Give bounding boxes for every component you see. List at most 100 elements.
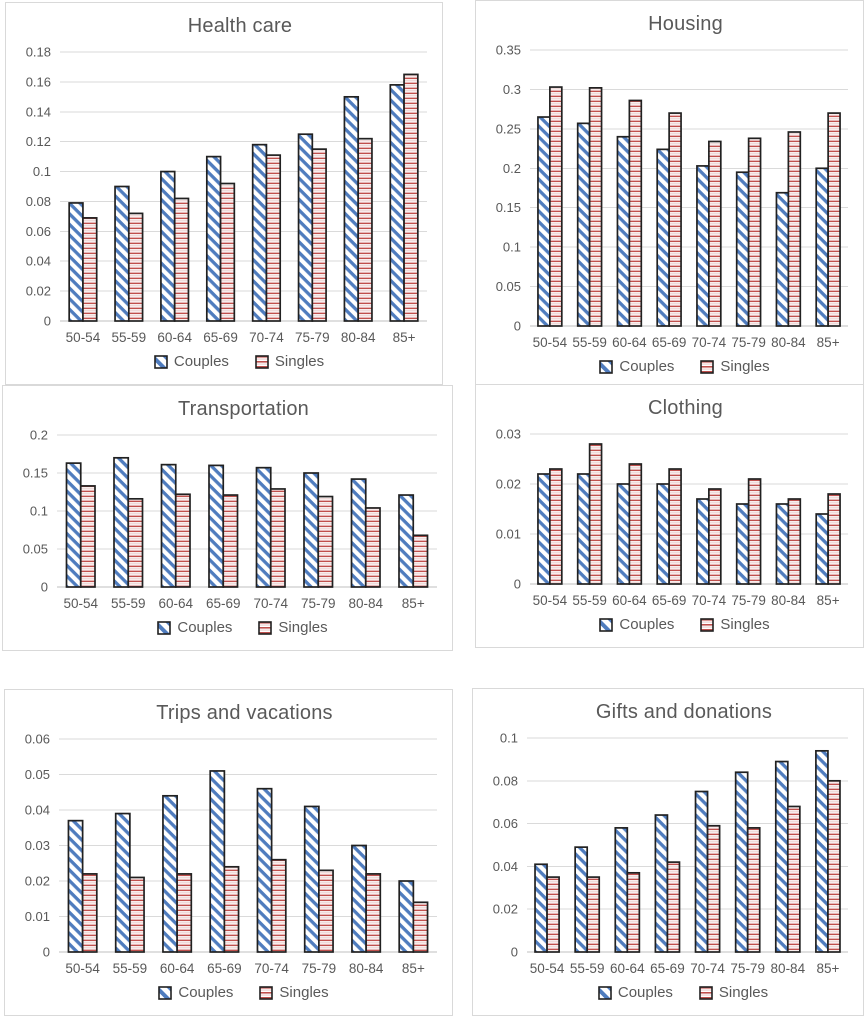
y-axis-label: 0 <box>511 945 518 960</box>
bar-couples <box>734 771 749 953</box>
bar-couples <box>654 814 669 953</box>
y-axis-label: 0.2 <box>30 428 48 443</box>
x-axis-label: 55-59 <box>572 593 607 608</box>
x-axis-label: 60-64 <box>612 335 647 350</box>
legend-item-singles: Singles <box>700 358 770 375</box>
x-axis-label: 50-54 <box>530 961 565 976</box>
x-axis-label: 65-69 <box>652 593 687 608</box>
legend-item-couples: Couples <box>599 358 674 375</box>
bar-singles <box>365 873 382 953</box>
bar-singles <box>708 140 722 327</box>
bar-couples <box>114 185 130 322</box>
legend-item-couples: Couples <box>599 616 674 633</box>
y-axis-label: 0.02 <box>26 284 51 299</box>
x-axis-label: 55-59 <box>113 961 148 976</box>
bar-singles <box>628 463 643 585</box>
couples-hatch-swatch-icon <box>154 354 168 369</box>
y-axis-label: 0.14 <box>26 104 51 119</box>
bar-couples <box>160 463 177 588</box>
bar-singles <box>269 488 286 588</box>
bar-couples <box>775 503 790 585</box>
x-axis-label: 85+ <box>402 961 425 976</box>
legend-label-singles: Singles <box>720 358 770 375</box>
singles-hatch-swatch-icon <box>700 617 715 632</box>
couples-hatch-swatch-icon <box>599 617 614 632</box>
x-axis-label: 80-84 <box>341 330 376 345</box>
chart-panel-trips-vacations: Trips and vacations 0 0.01 0.02 0.03 0.04 0.0… <box>4 689 453 1016</box>
chart-legend: Couples Singles <box>473 982 863 1015</box>
y-axis-label: 0.1 <box>500 731 518 746</box>
bar-singles <box>706 824 721 953</box>
x-axis-label: 50-54 <box>63 596 98 611</box>
y-axis-label: 0.1 <box>30 504 48 519</box>
x-axis-label: 65-69 <box>652 335 687 350</box>
bar-couples <box>696 165 710 327</box>
bar-couples <box>694 790 709 953</box>
bar-singles <box>747 137 762 327</box>
bar-singles <box>668 468 682 585</box>
bar-couples <box>616 135 631 327</box>
x-axis-label: 55-59 <box>570 961 605 976</box>
x-axis-label: 85+ <box>817 335 840 350</box>
bar-singles <box>127 212 144 322</box>
bar-couples <box>616 483 631 585</box>
x-axis-label: 50-54 <box>65 961 100 976</box>
bar-couples <box>343 95 360 322</box>
y-axis-label: 0.01 <box>25 909 50 924</box>
legend-item-singles: Singles <box>699 984 768 1001</box>
legend-item-singles: Singles <box>258 619 328 636</box>
x-axis-label: 85+ <box>817 593 840 608</box>
x-axis-label: 65-69 <box>206 596 241 611</box>
chart-panel-clothing: Clothing 0 0.01 0.02 0.03 50-54 55-59 60-64 65-… <box>475 384 864 648</box>
x-axis-label: 75-79 <box>730 961 765 976</box>
bar-singles <box>668 112 682 327</box>
bar-singles <box>747 478 762 585</box>
y-axis-label: 0.04 <box>25 803 50 818</box>
legend-label-singles: Singles <box>279 984 329 1001</box>
bar-couples <box>256 787 273 953</box>
couples-hatch-swatch-icon <box>598 985 612 1000</box>
y-axis-label: 0.01 <box>496 527 521 542</box>
bar-singles <box>81 873 98 953</box>
x-axis-label: 80-84 <box>771 961 806 976</box>
bar-couples <box>209 770 226 953</box>
bar-singles <box>546 876 560 953</box>
bar-singles <box>786 805 801 953</box>
bar-singles <box>412 901 429 953</box>
y-axis-label: 0 <box>514 577 521 592</box>
legend-label-couples: Couples <box>617 984 673 1001</box>
couples-hatch-swatch-icon <box>158 985 173 1000</box>
legend-item-couples: Couples <box>598 984 673 1001</box>
singles-hatch-swatch-icon <box>699 985 713 1000</box>
bar-singles <box>827 493 841 585</box>
bar-couples <box>65 462 82 588</box>
y-axis-label: 0.18 <box>26 45 51 60</box>
bar-singles <box>549 468 563 585</box>
chart-panel-gifts-donations: Gifts and donations 0 0.02 0.04 0.06 0.08 0.1… <box>472 688 864 1016</box>
x-axis-label: 70-74 <box>690 961 725 976</box>
legend-item-couples: Couples <box>154 353 229 370</box>
chart-plot: 0 0.02 0.04 0.06 0.08 0.1 0.12 0.14 0.16 0.18 50-5… <box>6 42 442 351</box>
y-axis-label: 0.15 <box>23 466 48 481</box>
y-axis-label: 0.3 <box>503 82 521 97</box>
x-axis-label: 75-79 <box>731 335 766 350</box>
bar-singles <box>129 876 145 953</box>
y-axis-label: 0.35 <box>496 43 521 58</box>
chart-plot: 0 0.02 0.04 0.06 0.08 0.1 50-54 55-59 60-64 65-69… <box>473 728 863 982</box>
bar-couples <box>351 844 367 953</box>
chart-plot: 0 0.01 0.02 0.03 0.04 0.05 0.06 50-54 55-59 60-64… <box>5 729 452 982</box>
bar-singles <box>173 197 190 322</box>
legend-item-singles: Singles <box>255 353 324 370</box>
chart-title: Health care <box>187 15 293 37</box>
bar-couples <box>775 191 790 327</box>
couples-hatch-swatch-icon <box>599 359 614 374</box>
bar-couples <box>162 794 178 953</box>
bar-singles <box>549 86 563 327</box>
chart-title: Transportation <box>177 398 309 420</box>
legend-label-singles: Singles <box>274 353 325 370</box>
chart-plot: 0 0.05 0.1 0.15 0.2 0.25 0.3 0.35 50-54 55-59 60-6… <box>476 40 863 356</box>
x-axis-label: 80-84 <box>349 961 384 976</box>
bar-singles <box>626 871 641 953</box>
x-axis-label: 65-69 <box>203 330 238 345</box>
x-axis-label: 55-59 <box>572 335 607 350</box>
